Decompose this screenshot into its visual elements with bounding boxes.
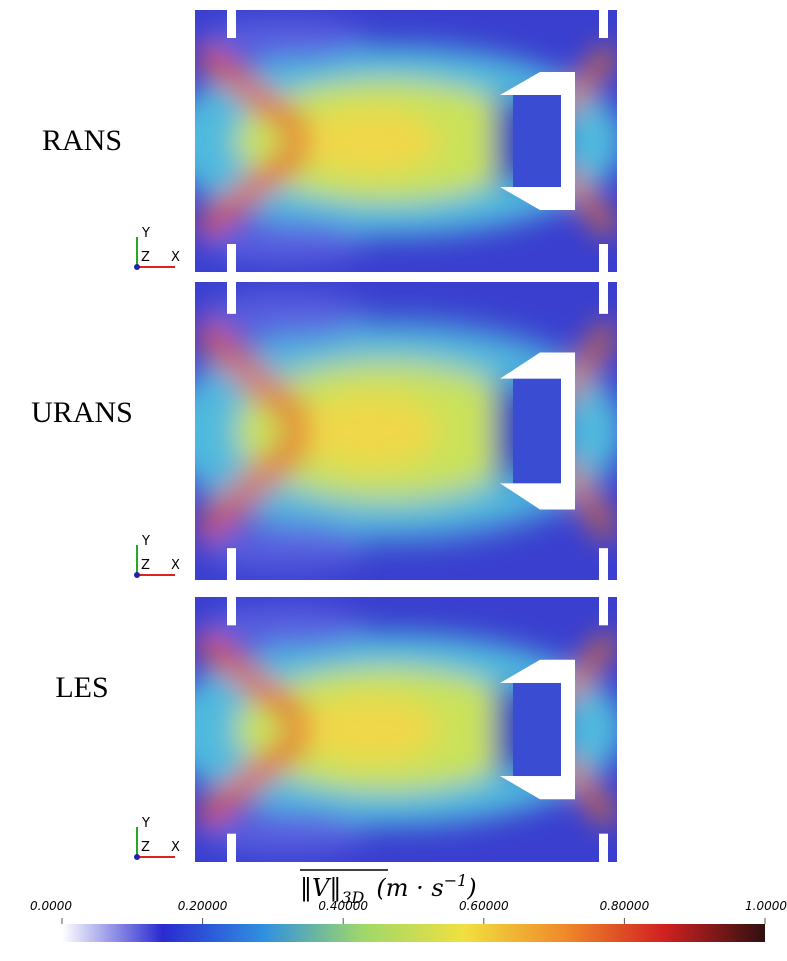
axis-label: Z [141,558,150,573]
tick-label: 0.20000 [178,899,228,913]
title-close: ) [466,874,476,902]
title-norm: ‖V‖ [300,874,341,903]
axis-label: Y [141,534,150,549]
panel: URANS YZ X [31,282,625,580]
panel-label: URANS [31,396,133,429]
contour-field [165,10,625,272]
panel-label: LES [55,671,108,704]
tick-label: 0.0000 [30,899,72,913]
axis-label: Y [141,226,150,241]
axis-z [134,264,140,270]
colorbar-bar [62,924,765,942]
colorbar-title: ‖V‖3D (m · s−1) [300,871,477,907]
axis-label: Z [141,250,150,265]
tick-label: 0.80000 [600,899,650,913]
contour-field [165,597,625,862]
tick-label: 1.0000 [745,899,787,913]
panel: LES YZ X [55,597,625,862]
axis-z [134,854,140,860]
figure: RANSYZXURANSYZXLESYZX 0.00000.200000.400… [0,0,787,961]
title-unit: (m · s [376,874,443,902]
title-sub: 3D [341,888,364,907]
panel-label: RANS [42,124,122,157]
axis-label: X [171,558,180,573]
panel: RANS YZ X [42,10,625,272]
axis-label: X [171,840,180,855]
axis-label: X [171,250,180,265]
axis-label: Y [141,816,150,831]
axis-z [134,572,140,578]
axis-label: Z [141,840,150,855]
title-sup: −1 [444,871,468,890]
contour-field [165,282,625,580]
